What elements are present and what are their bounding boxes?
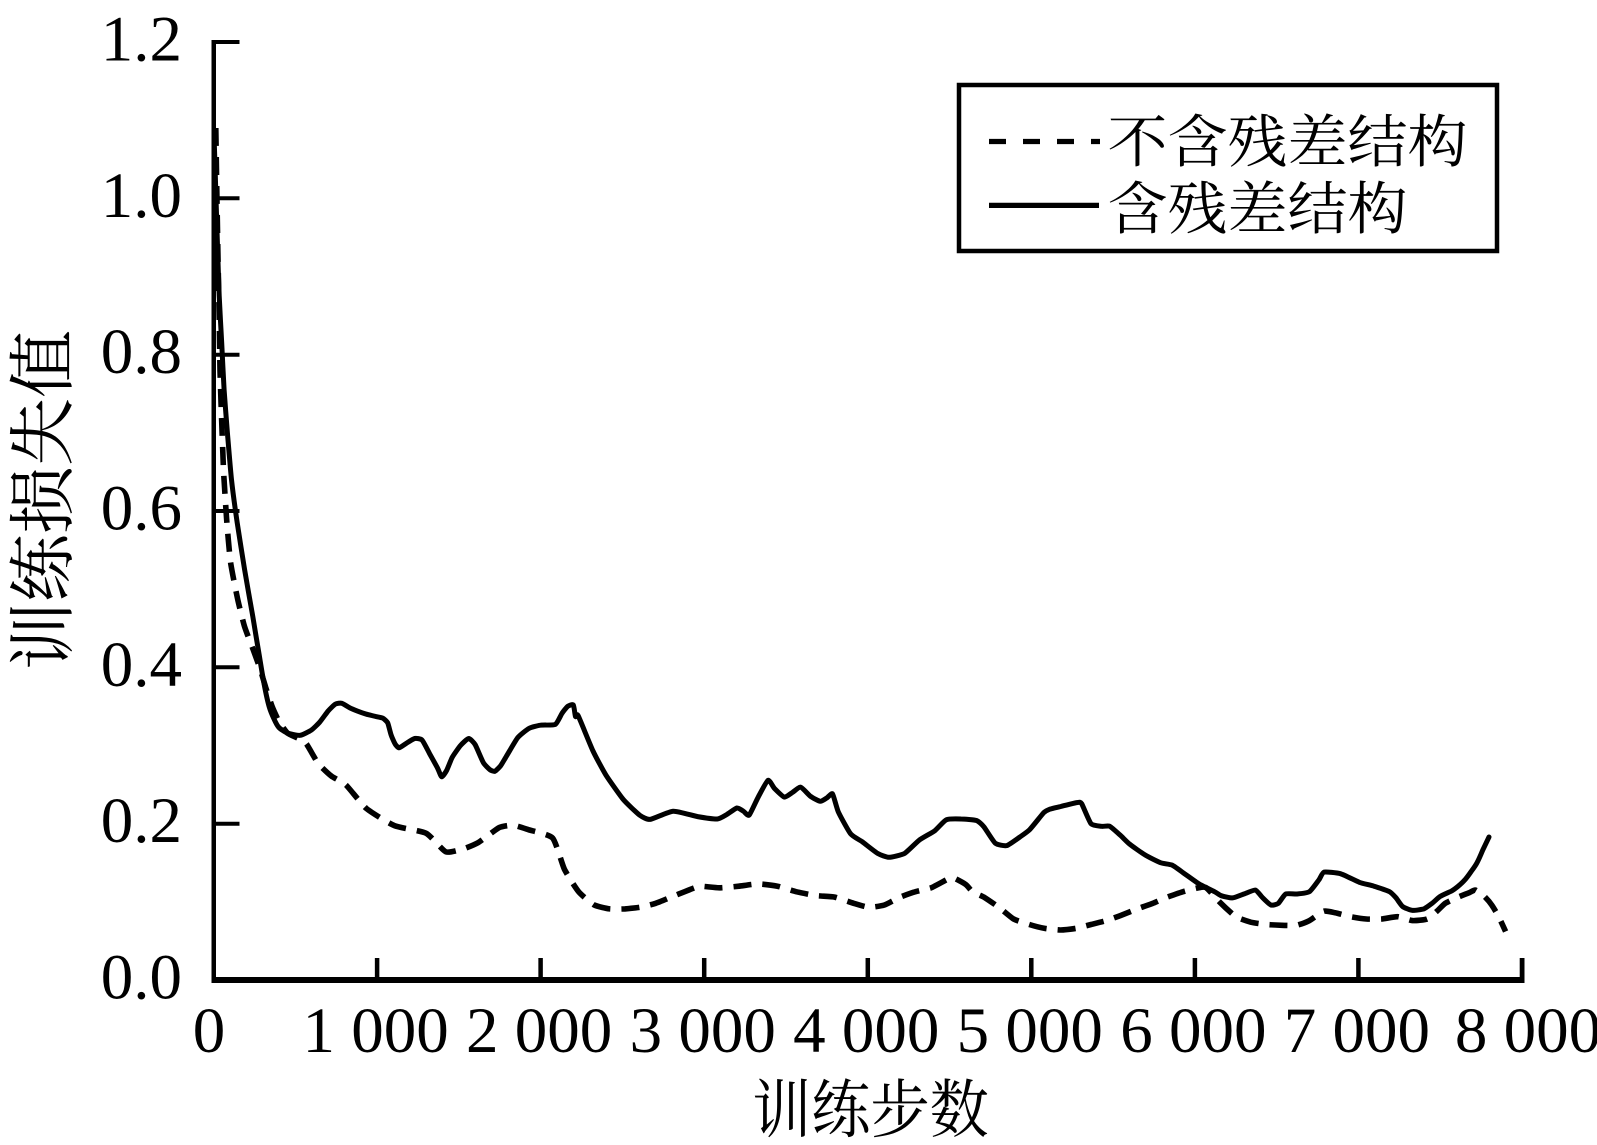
svg-text:0.4: 0.4 <box>101 629 182 701</box>
svg-text:7 000: 7 000 <box>1284 995 1430 1067</box>
svg-text:1 000: 1 000 <box>302 995 448 1067</box>
svg-text:3 000: 3 000 <box>630 995 776 1067</box>
svg-text:1.0: 1.0 <box>101 160 182 232</box>
svg-text:2 000: 2 000 <box>466 995 612 1067</box>
svg-text:8 000: 8 000 <box>1455 995 1597 1067</box>
svg-text:4 000: 4 000 <box>793 995 939 1067</box>
svg-text:0.6: 0.6 <box>101 473 182 545</box>
svg-text:1.2: 1.2 <box>101 4 182 76</box>
svg-text:0.2: 0.2 <box>101 785 182 857</box>
svg-text:5 000: 5 000 <box>957 995 1103 1067</box>
svg-text:0.8: 0.8 <box>101 316 182 388</box>
svg-text:0.0: 0.0 <box>101 942 182 1014</box>
svg-text:6 000: 6 000 <box>1120 995 1266 1067</box>
svg-text:0: 0 <box>193 995 226 1067</box>
